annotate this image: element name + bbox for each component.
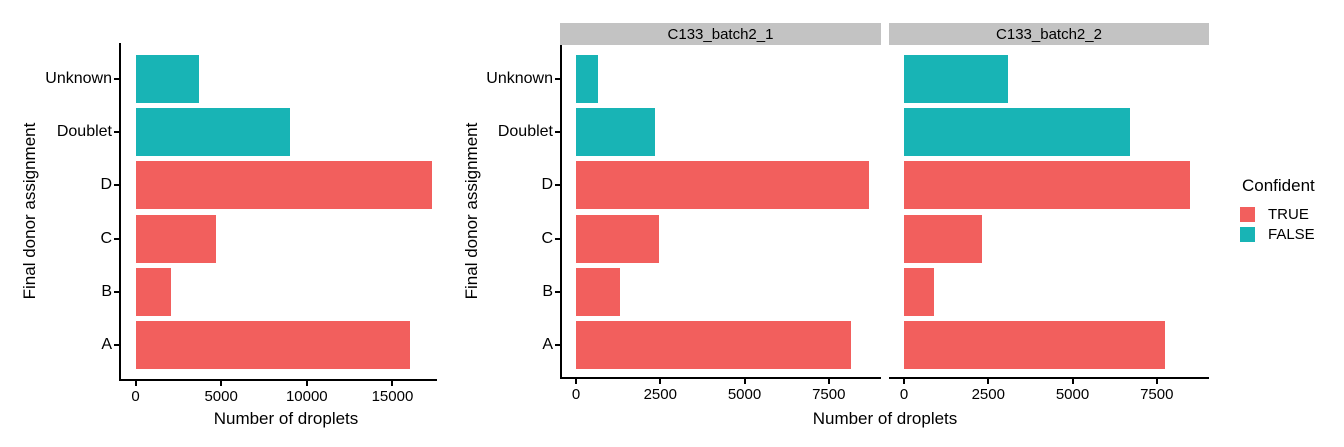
y-category-label: Unknown [45,70,112,87]
y-tick-mark [114,290,119,293]
y-tick-mark [555,290,560,293]
bar-C133_batch2_2-b [904,267,935,316]
bar-C133_batch2_2-doublet [904,108,1130,157]
bar-C133_batch2_1-b [576,267,620,316]
bar-overall-b [135,267,172,316]
bar-overall-c [135,214,216,263]
bar-C133_batch2_2-a [904,321,1166,369]
y-category-label: Unknown [486,70,553,87]
y-tick-mark [555,237,560,240]
x-tick-label: 0 [571,386,581,403]
legend-swatch-false [1240,227,1255,242]
x-axis-title-facet-chart: Number of droplets [812,409,958,428]
legend-entry-false: FALSE [1240,227,1315,242]
legend-title: Confident [1242,176,1315,195]
bar-C133_batch2_1-a [576,321,851,369]
y-tick-mark [555,78,560,80]
x-axis-line [889,377,1209,379]
x-tick-mark [220,381,223,386]
x-tick-mark [1155,379,1158,384]
y-tick-mark [555,131,560,134]
y-axis-line [560,45,562,379]
y-category-label: C [100,229,112,247]
y-tick-mark [114,237,119,240]
y-category-label: D [541,176,553,194]
y-category-label: B [101,282,112,300]
legend-label-false: FALSE [1268,226,1315,243]
y-category-label: A [542,336,553,353]
bar-C133_batch2_2-c [904,214,982,263]
legend-label-true: TRUE [1268,206,1309,223]
x-tick-mark [743,379,746,384]
x-tick-label: 5000 [1055,386,1090,403]
y-tick-mark [114,131,119,134]
bar-overall-a [135,321,410,369]
x-tick-mark [134,381,137,386]
x-axis-title-left-chart: Number of droplets [213,409,359,428]
x-tick-label: 10000 [285,388,328,405]
x-tick-mark [575,379,577,384]
y-tick-mark [114,78,119,80]
y-tick-mark [555,344,560,346]
bar-overall-doublet [135,108,290,157]
y-tick-mark [555,184,560,187]
x-axis-line [560,377,881,379]
x-tick-mark [827,379,830,384]
bar-C133_batch2_1-unknown [576,55,598,103]
x-tick-mark [1071,379,1074,384]
y-category-label: B [542,282,553,300]
x-tick-label: 0 [899,386,909,403]
bar-C133_batch2_1-doublet [576,108,656,157]
x-tick-label: 2500 [643,386,677,403]
facet-strip-label: C133_batch2_1 [667,25,774,43]
bar-overall-d [135,161,432,210]
x-tick-mark [659,379,662,384]
x-tick-label: 0 [131,388,140,405]
legend: Confident TRUE FALSE [1240,176,1315,247]
bar-C133_batch2_2-d [904,161,1191,210]
y-axis-title-facet-chart: Final donor assignment [462,122,481,300]
y-axis-line [119,43,121,381]
y-tick-mark [114,344,119,346]
x-tick-mark [987,379,990,384]
x-tick-label: 5000 [204,388,238,405]
x-tick-label: 15000 [371,388,414,405]
bar-C133_batch2_2-unknown [904,55,1009,103]
bar-C133_batch2_1-c [576,214,659,263]
y-tick-mark [114,184,119,187]
x-tick-mark [305,381,308,386]
y-category-label: D [100,176,112,194]
legend-swatch-true [1240,207,1255,222]
facet-strip-batch2-1: C133_batch2_1 [560,23,881,45]
x-tick-label: 2500 [971,386,1005,403]
x-tick-mark [391,381,394,386]
facet-strip-label: C133_batch2_2 [996,25,1102,43]
y-axis-title-left-chart: Final donor assignment [20,122,39,300]
y-category-label: A [101,336,112,353]
x-tick-label: 7500 [812,386,846,403]
legend-entry-true: TRUE [1240,207,1315,222]
x-tick-label: 7500 [1140,386,1174,403]
facet-strip-batch2-2: C133_batch2_2 [889,23,1209,45]
y-category-label: Doublet [497,123,553,141]
x-tick-label: 5000 [727,386,762,403]
x-axis-line [119,379,437,381]
x-tick-mark [903,379,905,384]
y-category-label: Doublet [56,123,112,141]
y-category-label: C [541,229,553,247]
bar-C133_batch2_1-d [576,161,870,210]
bar-overall-unknown [135,55,199,103]
